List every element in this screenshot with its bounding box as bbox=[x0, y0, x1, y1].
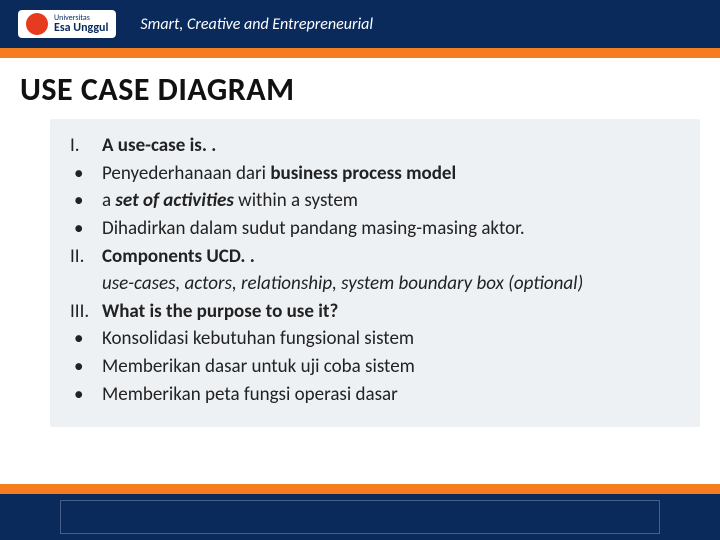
list-item: • Memberikan dasar untuk uji coba sistem bbox=[70, 354, 680, 380]
list-item: • Penyederhanaan dari business process m… bbox=[70, 161, 680, 187]
heading-text: A use-case is. . bbox=[102, 133, 680, 159]
roman-marker: I. bbox=[70, 133, 102, 159]
list-item: • Konsolidasi kebutuhan fungsional siste… bbox=[70, 326, 680, 352]
italic-line: use-cases, actors, relationship, system … bbox=[102, 271, 680, 297]
roman-marker: II. bbox=[70, 244, 102, 270]
bullet-text: Dihadirkan dalam sudut pandang masing-ma… bbox=[102, 216, 680, 242]
bottom-banner bbox=[0, 484, 720, 540]
heading-text: Components UCD. . bbox=[102, 244, 680, 270]
logo-icon bbox=[26, 13, 48, 35]
bullet-text: Penyederhanaan dari business process mod… bbox=[102, 161, 680, 187]
bullet-text: Konsolidasi kebutuhan fungsional sistem bbox=[102, 326, 680, 352]
logo-name: Esa Unggul bbox=[54, 21, 108, 35]
content-box: I. A use-case is. . • Penyederhanaan dar… bbox=[50, 119, 700, 427]
section-1-heading: I. A use-case is. . bbox=[70, 133, 680, 159]
bullet-icon: • bbox=[70, 161, 102, 187]
bullet-icon: • bbox=[70, 216, 102, 242]
bullet-text: a set of activities within a system bbox=[102, 188, 680, 214]
bullet-icon: • bbox=[70, 354, 102, 380]
bullet-icon: • bbox=[70, 326, 102, 352]
page-title: USE CASE DIAGRAM bbox=[20, 70, 720, 109]
top-banner: Universitas Esa Unggul Smart, Creative a… bbox=[0, 0, 720, 48]
bullet-icon: • bbox=[70, 382, 102, 408]
heading-text: What is the purpose to use it? bbox=[102, 299, 680, 325]
logo: Universitas Esa Unggul bbox=[18, 10, 116, 38]
list-item: • Memberikan peta fungsi operasi dasar bbox=[70, 382, 680, 408]
list-item: • Dihadirkan dalam sudut pandang masing-… bbox=[70, 216, 680, 242]
bullet-text: Memberikan dasar untuk uji coba sistem bbox=[102, 354, 680, 380]
bottom-inner-box bbox=[60, 500, 660, 534]
bottom-blue-strip bbox=[0, 494, 720, 540]
bullet-icon: • bbox=[70, 188, 102, 214]
logo-text: Universitas Esa Unggul bbox=[54, 14, 108, 34]
tagline: Smart, Creative and Entrepreneurial bbox=[140, 15, 373, 34]
top-orange-strip bbox=[0, 48, 720, 58]
list-item: • a set of activities within a system bbox=[70, 188, 680, 214]
roman-marker: III. bbox=[70, 299, 102, 325]
section-2-heading: II. Components UCD. . bbox=[70, 244, 680, 270]
bottom-orange-strip bbox=[0, 484, 720, 494]
slide: Universitas Esa Unggul Smart, Creative a… bbox=[0, 0, 720, 540]
section-2-body: use-cases, actors, relationship, system … bbox=[70, 271, 680, 297]
bullet-text: Memberikan peta fungsi operasi dasar bbox=[102, 382, 680, 408]
section-3-heading: III. What is the purpose to use it? bbox=[70, 299, 680, 325]
